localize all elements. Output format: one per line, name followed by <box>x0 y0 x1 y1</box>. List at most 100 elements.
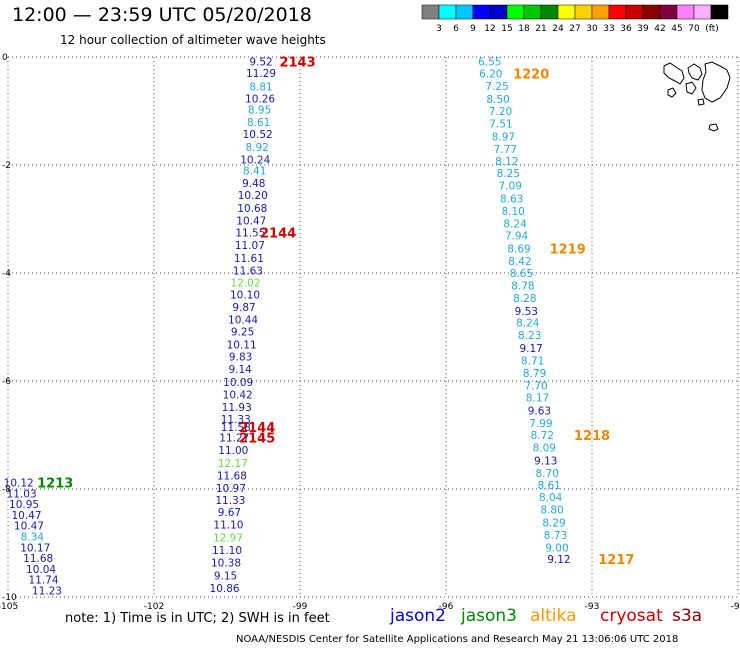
wave-height-value: 7.77 <box>494 144 517 156</box>
wave-height-value: 11.74 <box>28 575 58 587</box>
wave-height-value: 9.52 <box>249 56 272 68</box>
pass-number-label: 1217 <box>598 553 634 568</box>
colorbar-label: 42 <box>654 24 665 34</box>
colorbar-label: 33 <box>603 24 614 34</box>
wave-height-value: 8.81 <box>249 82 272 94</box>
x-tick-label: -99 <box>293 602 308 612</box>
x-tick-label: -96 <box>439 602 454 612</box>
wave-height-value: 8.42 <box>508 256 531 268</box>
chart-title: 12:00 — 23:59 UTC 05/20/2018 <box>12 4 312 26</box>
wave-height-value: 8.70 <box>536 468 559 480</box>
pass-number-label: 2144 <box>239 421 275 436</box>
wave-height-value: 10.38 <box>211 557 241 569</box>
wave-height-value: 8.78 <box>511 280 534 292</box>
wave-height-value: 8.23 <box>518 330 541 342</box>
wave-height-value: 11.07 <box>235 240 265 252</box>
wave-height-value: 11.63 <box>233 265 263 277</box>
wave-height-value: 11.58 <box>221 422 251 434</box>
wave-height-value: 8.28 <box>513 293 536 305</box>
wave-height-value: 10.12 <box>4 478 34 490</box>
footer-credit: NOAA/NESDIS Center for Satellite Applica… <box>236 634 679 645</box>
chart-subtitle: 12 hour collection of altimeter wave hei… <box>60 33 326 47</box>
wave-height-value: 12.97 <box>213 533 243 545</box>
wave-height-value: 8.12 <box>495 156 518 168</box>
wave-height-value: 10.68 <box>237 203 267 215</box>
wave-height-value: 7.99 <box>529 418 552 430</box>
wave-height-value: 12.02 <box>230 278 260 290</box>
wave-height-value: 11.33 <box>221 414 251 426</box>
wave-height-value: 7.20 <box>489 106 512 118</box>
colorbar-swatch <box>472 4 491 20</box>
colorbar-unit: (ft) <box>705 24 719 34</box>
wave-height-value: 10.47 <box>14 521 44 533</box>
wave-height-value: 9.17 <box>519 343 542 355</box>
colorbar-swatch <box>676 4 695 20</box>
colorbar-swatch <box>693 4 712 20</box>
x-tick-label: -90 <box>731 602 740 612</box>
wave-height-value: 8.65 <box>510 268 533 280</box>
x-tick-label: -105 <box>0 602 18 612</box>
wave-height-value: 11.00 <box>218 445 248 457</box>
colorbar-swatch <box>608 4 627 20</box>
colorbar-label: 39 <box>637 24 649 34</box>
wave-height-value: 11.33 <box>215 495 245 507</box>
wave-height-value: 8.24 <box>516 318 540 330</box>
map-grid <box>7 56 739 598</box>
wave-height-value: 8.97 <box>492 131 515 143</box>
wave-height-value: 11.61 <box>234 253 264 265</box>
colorbar-label: 18 <box>518 24 530 34</box>
colorbar-swatch <box>455 4 474 20</box>
wave-height-value: 7.25 <box>485 81 508 93</box>
wave-height-value: 8.04 <box>539 492 563 504</box>
wave-height-value: 10.17 <box>20 542 50 554</box>
wave-height-value: 11.23 <box>32 586 62 598</box>
y-tick-label: -2 <box>2 161 11 171</box>
wave-height-value: 9.48 <box>242 178 265 190</box>
wave-height-value: 9.14 <box>228 364 252 376</box>
wave-height-value: 7.70 <box>524 380 547 392</box>
wave-height-value: 8.29 <box>542 517 565 529</box>
wave-height-value: 11.10 <box>213 520 243 532</box>
colorbar-label: 36 <box>620 24 632 34</box>
wave-height-value: 10.20 <box>238 190 268 202</box>
wave-height-value: 8.71 <box>521 355 544 367</box>
x-tick-label: -93 <box>585 602 600 612</box>
wave-height-value: 9.63 <box>528 406 551 418</box>
coastline-islands <box>663 61 731 132</box>
y-tick-label: 0 <box>2 53 8 63</box>
axis-tick-labels: -105 -102 -99 -96 -93 -90 0 -2 -4 -6 -8 -10 <box>0 53 740 612</box>
wave-height-value: 8.72 <box>531 430 554 442</box>
wave-height-value: 9.67 <box>218 507 241 519</box>
wave-height-value: 8.25 <box>497 168 520 180</box>
wave-height-value: 10.47 <box>236 216 266 228</box>
wave-height-value: 10.47 <box>11 510 41 522</box>
colorbar-swatch <box>625 4 644 20</box>
pass-number-label: 2143 <box>279 55 315 70</box>
colorbar-swatch <box>506 4 525 20</box>
satellite-altika: altika <box>530 606 577 626</box>
wave-height-value: 10.42 <box>223 390 253 402</box>
colorbar-label: 12 <box>484 24 495 34</box>
wave-height-value: 8.17 <box>526 393 549 405</box>
wave-height-value: 11.27 <box>219 433 249 445</box>
wave-height-value: 8.34 <box>21 532 45 544</box>
colorbar-label: 9 <box>470 24 476 34</box>
y-tick-label: -4 <box>2 269 11 279</box>
colorbar-swatch <box>591 4 610 20</box>
satellite-cryosat: cryosat <box>600 606 663 626</box>
colorbar-swatch <box>540 4 559 20</box>
wave-height-value: 10.97 <box>216 483 246 495</box>
x-tick-label: -102 <box>144 602 164 612</box>
colorbar-swatch <box>523 4 542 20</box>
pass-number-label: 2145 <box>239 432 275 447</box>
colorbar-label: 21 <box>535 24 546 34</box>
legend-note: note: 1) Time is in UTC; 2) SWH is in fe… <box>65 611 330 626</box>
wave-height-value: 11.29 <box>246 68 276 80</box>
pass-number-label: 1220 <box>513 68 549 83</box>
wave-height-value: 10.24 <box>240 155 270 167</box>
wave-height-value: 10.04 <box>26 564 56 576</box>
wave-height-value: 11.93 <box>222 402 252 414</box>
wave-height-value: 11.55 <box>235 228 265 240</box>
colorbar-label: 15 <box>501 24 512 34</box>
